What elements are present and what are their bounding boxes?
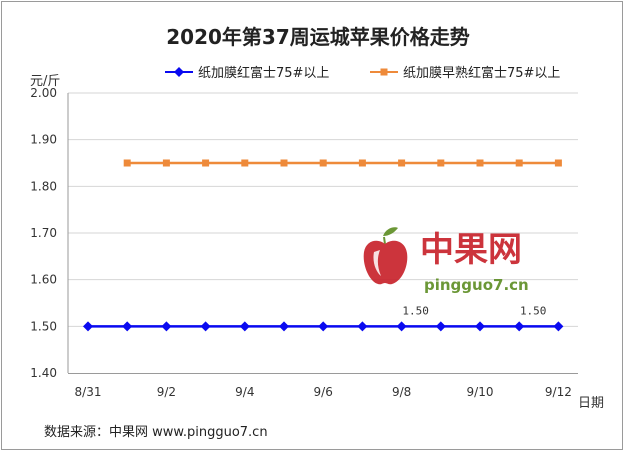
data-point-series-1 bbox=[435, 321, 446, 332]
data-point-series-1 bbox=[83, 321, 93, 332]
data-point-series-2 bbox=[437, 159, 445, 167]
data-point-series-1 bbox=[239, 321, 250, 332]
y-tick-label: 1.50 bbox=[30, 319, 57, 333]
data-point-series-1 bbox=[357, 321, 368, 332]
x-tick-label: 9/10 bbox=[467, 385, 494, 399]
data-point-series-2 bbox=[162, 159, 170, 167]
data-point-series-1 bbox=[396, 321, 407, 332]
legend-label-series-1: 纸加膜红富士75#以上 bbox=[198, 65, 329, 81]
x-tick-label: 9/6 bbox=[314, 385, 333, 399]
data-point-series-1 bbox=[161, 321, 172, 332]
data-labels: 1.50 1.50 bbox=[402, 304, 546, 317]
apple-leaf bbox=[383, 227, 398, 236]
data-point-series-1 bbox=[200, 321, 211, 332]
watermark-brand: 中果网 bbox=[420, 230, 522, 270]
x-axis-ticks: 8/31 9/2 9/4 9/6 9/8 9/10 9/12 bbox=[75, 385, 572, 399]
data-label: 1.50 bbox=[520, 304, 547, 317]
x-tick-label: 9/12 bbox=[545, 385, 572, 399]
apple-stem bbox=[383, 236, 386, 245]
watermark-url: pingguo7.cn bbox=[424, 276, 529, 294]
source-note: 数据来源：中果网 www.pingguo7.cn bbox=[44, 425, 268, 440]
y-axis-unit: 元/斤 bbox=[30, 74, 60, 89]
x-tick-label: 9/8 bbox=[392, 385, 411, 399]
x-tick-label: 9/2 bbox=[157, 385, 176, 399]
data-point-series-1 bbox=[122, 321, 133, 332]
y-tick-label: 1.40 bbox=[30, 366, 57, 380]
data-point-series-2 bbox=[476, 159, 484, 167]
data-point-series-2 bbox=[515, 159, 523, 167]
zhongguowang-logo: 中果网 pingguo7.cn bbox=[363, 227, 529, 294]
legend: 纸加膜红富士75#以上 纸加膜早熟红富士75#以上 bbox=[165, 65, 560, 81]
apple-highlight bbox=[373, 250, 381, 276]
y-tick-label: 1.70 bbox=[30, 226, 57, 240]
legend-marker-series-1 bbox=[174, 67, 184, 77]
data-label: 1.50 bbox=[402, 304, 429, 317]
data-point-series-2 bbox=[123, 159, 131, 167]
data-point-series-1 bbox=[475, 321, 485, 332]
y-tick-label: 1.60 bbox=[30, 273, 57, 287]
data-point-series-2 bbox=[202, 159, 210, 167]
legend-marker-series-2 bbox=[380, 68, 388, 76]
x-tick-label: 9/4 bbox=[235, 385, 254, 399]
data-point-series-2 bbox=[358, 159, 366, 167]
data-point-series-2 bbox=[241, 159, 249, 167]
data-point-series-1 bbox=[279, 321, 289, 332]
data-point-series-2 bbox=[554, 159, 562, 167]
data-point-series-2 bbox=[319, 159, 327, 167]
data-point-series-2 bbox=[398, 159, 406, 167]
y-tick-label: 2.00 bbox=[30, 86, 57, 100]
legend-label-series-2: 纸加膜早熟红富士75#以上 bbox=[403, 65, 560, 81]
x-axis-label: 日期 bbox=[578, 396, 604, 411]
y-axis-ticks: 1.40 1.50 1.60 1.70 1.80 1.90 2.00 bbox=[30, 86, 57, 380]
data-point-series-1 bbox=[318, 321, 329, 332]
y-tick-label: 1.80 bbox=[30, 179, 57, 193]
apple-body bbox=[363, 240, 408, 285]
chart-title: 2020年第37周运城苹果价格走势 bbox=[166, 25, 470, 49]
data-point-series-1 bbox=[514, 321, 525, 332]
y-tick-label: 1.90 bbox=[30, 133, 57, 147]
series-layer bbox=[83, 159, 564, 332]
data-point-series-2 bbox=[280, 159, 288, 167]
data-point-series-1 bbox=[553, 321, 564, 332]
x-tick-label: 8/31 bbox=[75, 385, 102, 399]
